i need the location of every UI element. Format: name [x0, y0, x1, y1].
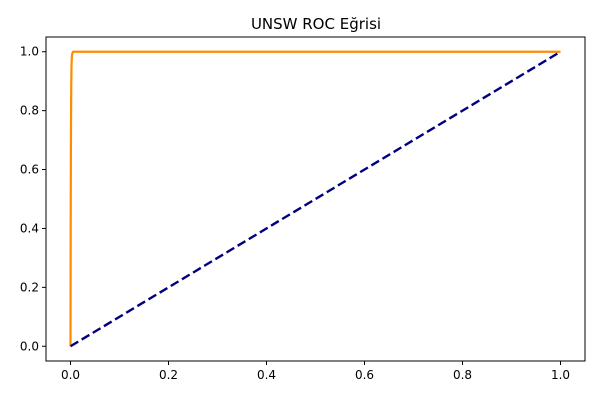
- axes-frame: [45, 36, 586, 362]
- y-tick-label: 0.6: [20, 163, 39, 177]
- x-tick-label: 1.0: [551, 368, 570, 382]
- x-tick-label: 0.6: [355, 368, 374, 382]
- axes-group: 0.0 0.2 0.4 0.6 0.8 1.0 0.0 0.2 0.4 0.6 0.8 1.0: [20, 36, 586, 382]
- x-tick-label: 0.8: [453, 368, 472, 382]
- x-tick-label: 0.2: [159, 368, 178, 382]
- y-tick-label: 0.0: [20, 339, 39, 353]
- y-tick-label: 0.4: [20, 221, 39, 235]
- series-group: [69, 50, 562, 348]
- series-line-chance: [69, 50, 562, 348]
- x-tick-label: 0.0: [61, 368, 80, 382]
- chart-title: UNSW ROC Eğrisi: [251, 15, 381, 33]
- y-tick-label: 0.8: [20, 104, 39, 118]
- y-tick-label: 1.0: [20, 45, 39, 59]
- y-tick-label: 0.2: [20, 280, 39, 294]
- x-tick-label: 0.4: [257, 368, 276, 382]
- series-line-roc: [69, 50, 561, 347]
